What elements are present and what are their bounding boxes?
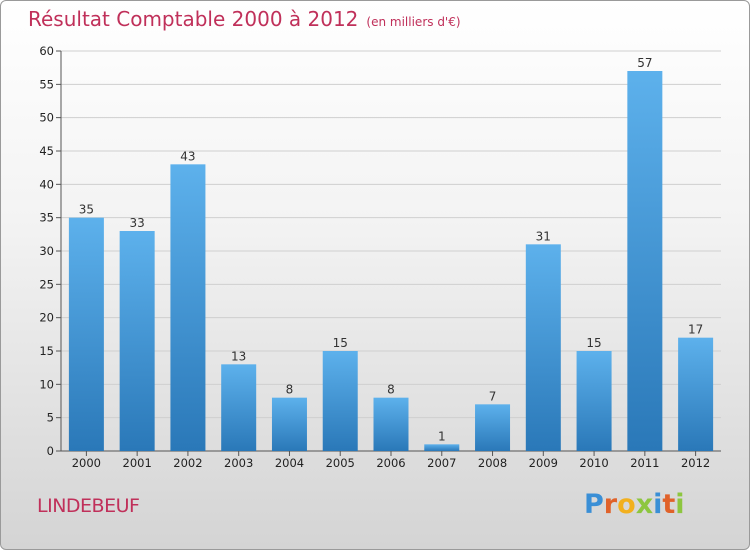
chart-title-main: Résultat Comptable 2000 à 2012 — [28, 7, 359, 31]
bar-2004 — [271, 397, 307, 451]
bar-2000 — [68, 217, 104, 451]
y-tick-label: 35 — [39, 211, 54, 225]
x-tick-label-2004: 2004 — [275, 456, 304, 470]
data-label-2011: 57 — [637, 56, 652, 70]
data-label-2010: 15 — [586, 336, 601, 350]
bar-2003 — [221, 364, 257, 451]
data-label-2005: 15 — [333, 336, 348, 350]
y-tick-label: 55 — [39, 77, 54, 91]
x-tick-label-2005: 2005 — [326, 456, 355, 470]
bar-2005 — [322, 351, 358, 451]
data-label-2007: 1 — [438, 429, 446, 443]
y-tick-label: 30 — [39, 244, 54, 258]
x-tick-label-2002: 2002 — [173, 456, 202, 470]
data-label-2004: 8 — [286, 383, 294, 397]
bar-2010 — [576, 351, 612, 451]
x-tick-label-2001: 2001 — [123, 456, 152, 470]
data-label-2003: 13 — [231, 349, 246, 363]
data-label-2002: 43 — [180, 149, 195, 163]
bar-2001 — [119, 231, 155, 451]
y-tick-label: 40 — [39, 177, 54, 191]
bar-2008 — [475, 404, 511, 451]
x-tick-label-2009: 2009 — [529, 456, 558, 470]
y-tick-label: 20 — [39, 311, 54, 325]
brand-letter: o — [617, 489, 636, 520]
x-tick-label-2000: 2000 — [72, 456, 101, 470]
brand-letter: P — [584, 489, 604, 520]
y-tick-label: 15 — [39, 344, 54, 358]
y-tick-label: 5 — [47, 411, 54, 425]
data-label-2001: 33 — [130, 216, 145, 230]
data-label-2008: 7 — [489, 389, 497, 403]
brand-letter: t — [662, 489, 676, 520]
x-tick-label-2011: 2011 — [630, 456, 659, 470]
y-tick-label: 25 — [39, 277, 54, 291]
brand-logo: Proxiti — [584, 489, 685, 520]
bar-2006 — [373, 397, 409, 451]
x-tick-label-2007: 2007 — [427, 456, 456, 470]
x-tick-label-2010: 2010 — [579, 456, 608, 470]
city-name: LINDEBEUF — [37, 495, 140, 517]
x-tick-label-2012: 2012 — [681, 456, 710, 470]
brand-letter: x — [635, 489, 654, 520]
y-tick-label: 45 — [39, 144, 54, 158]
x-tick-label-2006: 2006 — [376, 456, 405, 470]
chart-title: Résultat Comptable 2000 à 2012 (en millie… — [28, 7, 461, 31]
y-axis: 0 5 10 15 20 25 30 35 40 45 50 55 60 — [39, 44, 721, 458]
x-axis: 2000 2001 2002 2003 2004 2005 2006 2007 2008 2009… — [72, 451, 710, 470]
bar-2009 — [525, 244, 561, 451]
x-tick-label-2003: 2003 — [224, 456, 253, 470]
brand-letter: r — [603, 489, 618, 520]
x-tick-label-2008: 2008 — [478, 456, 507, 470]
brand-letter: i — [653, 489, 663, 520]
bar-2002 — [170, 164, 206, 452]
bar-2007 — [424, 444, 460, 451]
y-tick-label: 60 — [39, 44, 54, 58]
brand-letter: i — [675, 489, 685, 520]
data-label-2012: 17 — [688, 323, 703, 337]
data-label-2006: 8 — [387, 383, 395, 397]
data-label-2009: 31 — [536, 229, 551, 243]
data-label-2000: 35 — [79, 203, 94, 217]
bars — [68, 71, 714, 452]
y-tick-label: 50 — [39, 111, 54, 125]
bar-2012 — [678, 337, 714, 451]
chart-title-unit: (en milliers d'€) — [366, 15, 461, 29]
bar-2011 — [627, 71, 663, 451]
y-tick-label: 0 — [47, 444, 54, 458]
y-tick-label: 10 — [39, 377, 54, 391]
